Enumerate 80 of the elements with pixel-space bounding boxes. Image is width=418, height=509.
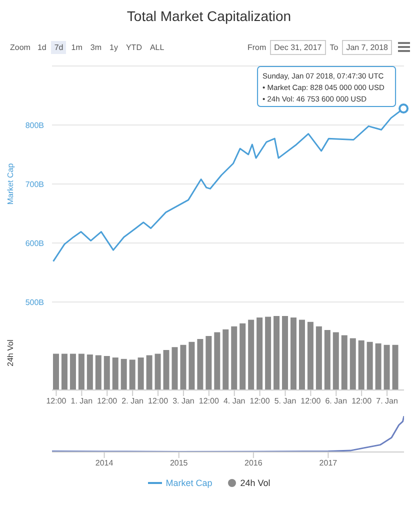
x-tick-label: 12:00	[300, 396, 322, 406]
x-tick-label: 2014	[95, 458, 114, 468]
bar	[154, 354, 161, 390]
bar	[256, 317, 263, 390]
legend-label: Market Cap	[166, 478, 212, 488]
bar	[307, 322, 314, 390]
bar	[358, 340, 364, 390]
text: 3m	[89, 42, 103, 54]
bar	[104, 356, 110, 390]
bar	[324, 330, 330, 390]
x-tick-label: 12:00	[46, 396, 67, 406]
bar	[163, 350, 170, 390]
x-tick-label: 12:00	[198, 396, 220, 406]
x-tick-label: 3. Jan	[172, 396, 194, 406]
y-tick-label: 600B	[25, 238, 44, 248]
text: 1y	[108, 42, 119, 54]
x-tick-label: 2015	[170, 458, 188, 468]
x-tick-label: 12:00	[148, 396, 169, 406]
bar	[129, 360, 136, 390]
bar	[231, 326, 238, 390]
x-tick-label: 2016	[244, 458, 263, 468]
bar	[248, 320, 254, 390]
bar	[61, 354, 68, 390]
bar	[180, 344, 186, 390]
bar	[197, 338, 204, 390]
text: ALL	[148, 42, 166, 54]
y-tick-label: 500B	[25, 298, 44, 307]
bar	[86, 354, 93, 390]
bar	[206, 336, 212, 390]
bar	[265, 316, 272, 390]
x-tick-label: 12:00	[250, 396, 270, 406]
y-axis-title: 24h Vol	[6, 339, 15, 366]
text: To	[328, 42, 340, 54]
bar	[240, 323, 246, 390]
text: 7d	[51, 40, 66, 54]
bar	[70, 354, 76, 390]
y-tick-label: 800B	[25, 120, 44, 130]
bar	[112, 357, 118, 390]
bar	[332, 332, 339, 390]
bar	[78, 354, 84, 390]
x-tick-label: 6. Jan	[325, 396, 348, 406]
bar	[214, 332, 220, 390]
text: From	[246, 42, 268, 54]
x-tick-label: 4. Jan	[223, 396, 246, 406]
y-tick-label: 700B	[25, 180, 44, 189]
bar	[384, 344, 390, 390]
x-tick-label: 2017	[319, 458, 338, 468]
bar	[350, 338, 356, 390]
x-tick-label: 12:00	[97, 396, 118, 406]
bar	[274, 316, 280, 390]
text: Dec 31, 2017	[270, 40, 326, 54]
bar	[298, 320, 305, 390]
bar	[222, 329, 229, 390]
bar	[375, 343, 382, 390]
text: 1d	[36, 42, 48, 54]
bar	[120, 358, 127, 390]
x-tick-label: 2. Jan	[122, 396, 144, 406]
bar	[392, 344, 398, 390]
y-axis-title: Market Cap	[6, 162, 15, 205]
text: Jan 7, 2018	[342, 40, 392, 54]
bar	[341, 335, 348, 390]
x-tick-label: 12:00	[352, 396, 372, 406]
text: YTD	[124, 42, 143, 54]
bar	[138, 357, 144, 390]
bar	[282, 316, 288, 390]
chart-title: Total Market Capitalization	[126, 7, 292, 26]
bar	[316, 326, 322, 390]
x-tick-label: 1. Jan	[70, 396, 93, 406]
bar	[95, 355, 102, 390]
bar	[366, 342, 373, 390]
text: 1m	[70, 42, 84, 54]
bar	[53, 354, 59, 390]
bar	[172, 347, 178, 390]
x-tick-label: 7. Jan	[376, 396, 398, 406]
bar	[146, 355, 152, 390]
bar	[188, 342, 195, 390]
legend-label: 24h Vol	[240, 478, 270, 488]
x-tick-label: 5. Jan	[274, 396, 296, 406]
bar	[290, 317, 296, 390]
text: Zoom	[9, 42, 32, 54]
